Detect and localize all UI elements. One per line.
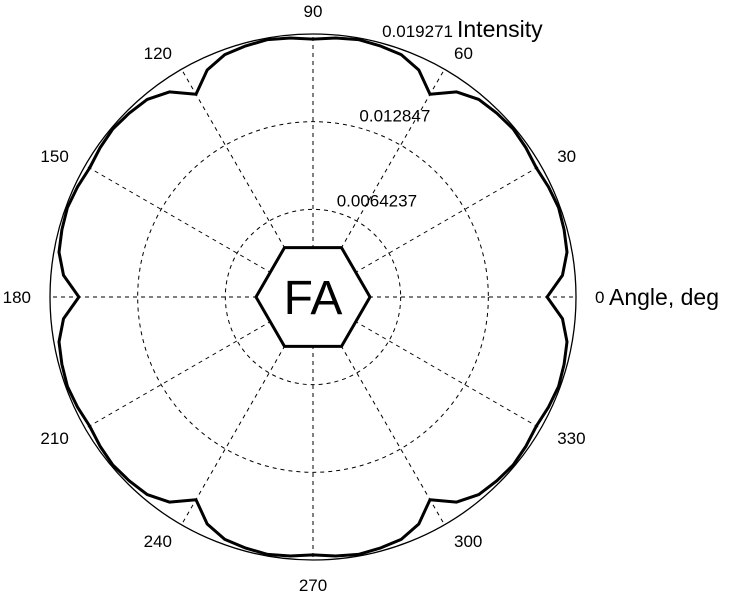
center-label: FA	[284, 272, 343, 325]
label-layer: 0 30 60 90 120 150 180 210 240 270 300 330 Angle, de…	[3, 2, 719, 595]
radial-tick-2: 0.019271	[382, 22, 453, 41]
center-marker: FA	[254, 246, 372, 348]
radial-tick-0: 0.0064237	[337, 191, 417, 210]
angle-tick-0: 0	[595, 288, 604, 307]
angle-tick-300: 300	[454, 532, 482, 551]
radial-tick-1: 0.012847	[359, 107, 430, 126]
series-layer	[57, 36, 569, 558]
angle-tick-270: 270	[299, 576, 327, 595]
radial-axis-label: Intensity	[457, 16, 543, 42]
angle-tick-240: 240	[144, 532, 172, 551]
angle-tick-90: 90	[304, 2, 323, 21]
outer-circle	[49, 33, 577, 561]
angle-tick-60: 60	[454, 44, 473, 63]
angle-tick-30: 30	[557, 147, 576, 166]
angle-tick-150: 150	[40, 147, 68, 166]
angle-tick-120: 120	[144, 44, 172, 63]
angle-tick-210: 210	[40, 429, 68, 448]
angle-tick-330: 330	[557, 429, 585, 448]
angle-axis-label: Angle, deg	[609, 284, 719, 310]
radial-grid-circle-0	[224, 208, 402, 386]
radial-grid-circle-1	[137, 121, 489, 473]
angle-tick-180: 180	[3, 288, 31, 307]
series-line-0	[57, 36, 569, 558]
center-hexagon	[254, 246, 372, 348]
